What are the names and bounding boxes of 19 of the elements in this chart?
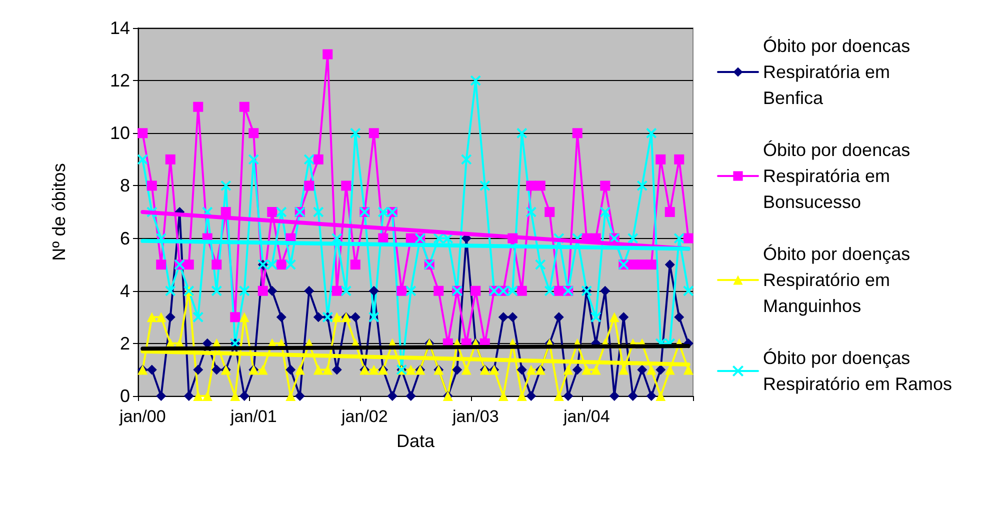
x-tick-label: jan/02 <box>340 407 388 426</box>
y-tick-label: 4 <box>120 280 130 301</box>
y-tick-label: 0 <box>120 386 130 406</box>
y-tick-label: 12 <box>110 70 130 91</box>
legend-label: Óbito por doenças Respiratório em Manguinhos <box>763 244 916 316</box>
x-tick-label: jan/00 <box>118 407 166 426</box>
y-tick-label: 10 <box>110 123 130 144</box>
legend-label: Óbito por doencas Respiratória em Benfica <box>763 36 916 108</box>
legend-label: Óbito por doencas Respiratória em Bonsucesso <box>763 140 916 212</box>
x-tick-label: jan/01 <box>229 407 277 426</box>
x-axis-title: Data <box>396 431 436 451</box>
y-tick-label: 14 <box>110 18 130 38</box>
x-tick-label: jan/03 <box>451 407 499 426</box>
legend-label: Óbito por doenças Respiratório em Ramos <box>763 348 952 394</box>
y-tick-label: 2 <box>120 333 130 354</box>
y-tick-label: 6 <box>120 228 130 248</box>
y-tick-label: 8 <box>120 176 130 196</box>
x-tick-label: jan/04 <box>562 407 610 426</box>
y-axis-title: Nº de óbitos <box>49 163 69 261</box>
